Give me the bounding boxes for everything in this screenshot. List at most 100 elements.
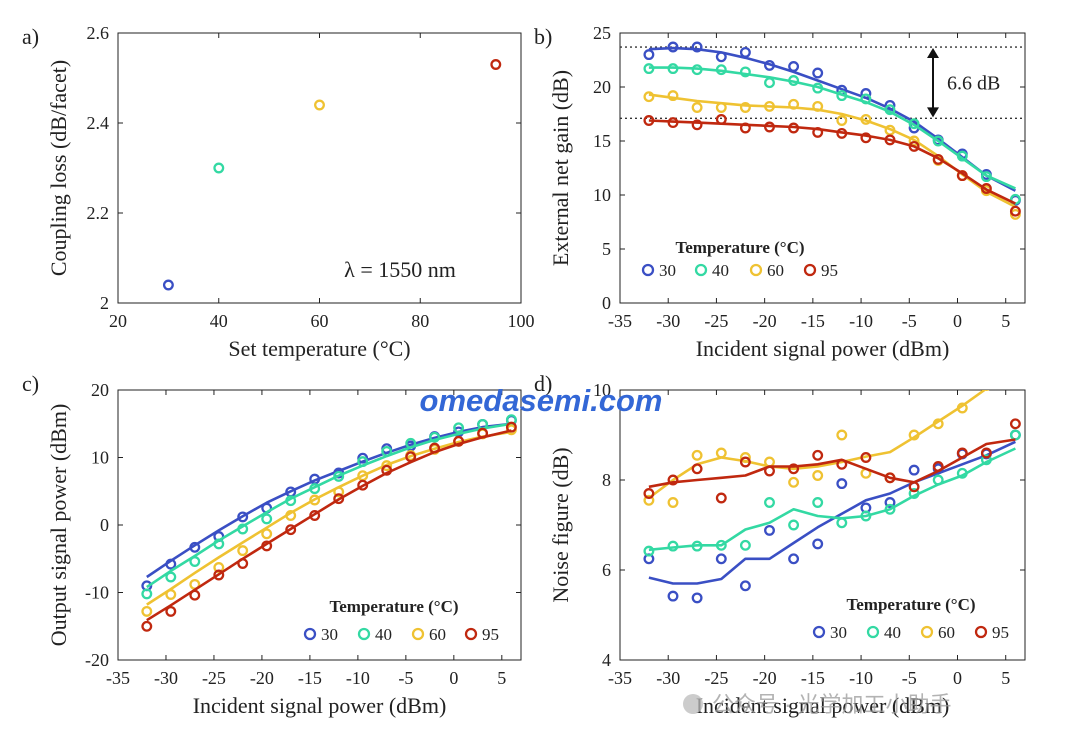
legend-marker-30 bbox=[641, 263, 655, 277]
data-point-40 bbox=[788, 75, 800, 86]
data-point-60 bbox=[715, 102, 727, 113]
data-point-95 bbox=[141, 620, 153, 632]
plot-area bbox=[141, 414, 517, 632]
data-point-95 bbox=[860, 452, 872, 463]
series-95 bbox=[643, 418, 1021, 504]
fit-line-60 bbox=[648, 390, 986, 500]
data-point-30 bbox=[860, 88, 872, 99]
data-point-95 bbox=[980, 447, 992, 459]
data-point-40 bbox=[189, 556, 201, 567]
data-point-40 bbox=[667, 63, 679, 75]
data-point-95 bbox=[956, 447, 968, 459]
data-point-95 bbox=[405, 451, 417, 463]
data-point-60 bbox=[788, 476, 800, 488]
plot-area bbox=[620, 41, 1025, 220]
y-tick-label: 0 bbox=[100, 515, 109, 535]
legend-label-95: 95 bbox=[992, 623, 1009, 642]
data-point-40 bbox=[956, 150, 968, 162]
data-point-60 bbox=[261, 528, 273, 540]
legend-marker-60 bbox=[920, 625, 934, 639]
data-point-60 bbox=[739, 102, 751, 113]
legend-title: Temperature (°C) bbox=[675, 238, 804, 257]
legend-label-40: 40 bbox=[884, 623, 901, 642]
y-tick-label: 20 bbox=[593, 77, 611, 97]
data-point-95 bbox=[1009, 418, 1021, 430]
data-point-30 bbox=[165, 558, 177, 570]
data-point-95 bbox=[932, 461, 944, 472]
data-point-30 bbox=[691, 592, 703, 604]
fit-line-95 bbox=[648, 438, 1016, 489]
data-point-95 bbox=[836, 458, 848, 470]
x-tick-label: 5 bbox=[1001, 668, 1010, 688]
x-tick-label: -10 bbox=[849, 668, 873, 688]
data-point-95 bbox=[213, 569, 225, 581]
data-point-40 bbox=[908, 488, 920, 499]
data-point-95 bbox=[381, 464, 393, 476]
fit-line-95 bbox=[648, 119, 1016, 205]
legend-label-30: 30 bbox=[659, 261, 676, 280]
data-point-40 bbox=[956, 467, 968, 479]
panel-label: a) bbox=[22, 24, 39, 49]
series-95 bbox=[643, 113, 1021, 217]
data-point-60 bbox=[956, 402, 968, 414]
y-tick-label: 10 bbox=[593, 185, 611, 205]
axes-frame bbox=[619, 32, 1026, 304]
legend: Temperature (°C) 30 40 60 95 bbox=[303, 597, 499, 644]
legend-marker-40 bbox=[866, 625, 880, 639]
series-95 bbox=[141, 421, 517, 632]
data-point-40 bbox=[429, 431, 441, 443]
data-point-60 bbox=[381, 460, 393, 472]
data-point-30 bbox=[884, 497, 896, 508]
data-point-60 bbox=[643, 91, 655, 103]
legend-marker-40 bbox=[694, 263, 708, 277]
data-point-30 bbox=[739, 580, 751, 592]
data-point-95 bbox=[956, 170, 968, 182]
data-point-60 bbox=[812, 470, 824, 481]
axes-frame bbox=[619, 389, 1026, 661]
data-point-60 bbox=[860, 113, 872, 125]
data-point-40 bbox=[739, 66, 751, 78]
data-point-40 bbox=[932, 474, 944, 486]
x-axis-title: Incident signal power (dBm) bbox=[193, 693, 447, 718]
fit-line-30 bbox=[146, 422, 512, 579]
data-point-60 bbox=[908, 429, 920, 441]
y-axis-title: Output signal power (dBm) bbox=[46, 404, 71, 647]
data-point-40 bbox=[333, 470, 345, 482]
x-tick-label: 20 bbox=[109, 311, 127, 331]
data-point-95 bbox=[715, 113, 727, 125]
data-point-95 bbox=[429, 442, 441, 454]
panel-c: c) -35 -30 -25 -20 -15 -10 -5 0 5 -20 -10 0 10 20 Incid… bbox=[22, 371, 522, 718]
x-tick-label: 100 bbox=[508, 311, 535, 331]
plot-area bbox=[162, 59, 502, 291]
y-axis-title: Coupling loss (dB/facet) bbox=[46, 60, 71, 276]
data-point-60 bbox=[983, 390, 990, 391]
delta-label: 6.6 dB bbox=[947, 73, 1000, 95]
data-point-40 bbox=[213, 162, 225, 174]
data-point-95 bbox=[739, 122, 751, 134]
x-tick-label: -15 bbox=[801, 311, 825, 331]
watermark-text: omedasemi.com bbox=[420, 383, 663, 418]
y-tick-label: 25 bbox=[593, 23, 611, 43]
legend-label-40: 40 bbox=[375, 625, 392, 644]
data-point-30 bbox=[667, 590, 679, 602]
x-tick-label: -5 bbox=[902, 668, 917, 688]
data-point-30 bbox=[691, 41, 703, 53]
data-point-40 bbox=[1009, 429, 1021, 441]
data-point-30 bbox=[908, 464, 920, 476]
y-tick-label: 4 bbox=[602, 650, 611, 670]
fit-line-40 bbox=[146, 422, 512, 589]
x-tick-label: 0 bbox=[953, 668, 962, 688]
panel-label: c) bbox=[22, 371, 39, 396]
x-tick-label: -10 bbox=[849, 311, 873, 331]
legend: Temperature (°C) 30 40 60 95 bbox=[641, 238, 838, 280]
fit-line-95 bbox=[146, 429, 512, 622]
data-point-95 bbox=[788, 463, 800, 475]
x-tick-label: -10 bbox=[346, 668, 370, 688]
data-point-95 bbox=[237, 558, 249, 569]
data-point-95 bbox=[788, 122, 800, 134]
x-tick-label: -25 bbox=[704, 668, 728, 688]
data-point-40 bbox=[980, 454, 992, 466]
data-point-40 bbox=[884, 104, 896, 116]
series-40 bbox=[141, 414, 517, 600]
panel-b: b) -35 -30 -25 -20 -15 -10 -5 0 5 0 5 10 15 20 25 Incide… bbox=[534, 23, 1026, 361]
